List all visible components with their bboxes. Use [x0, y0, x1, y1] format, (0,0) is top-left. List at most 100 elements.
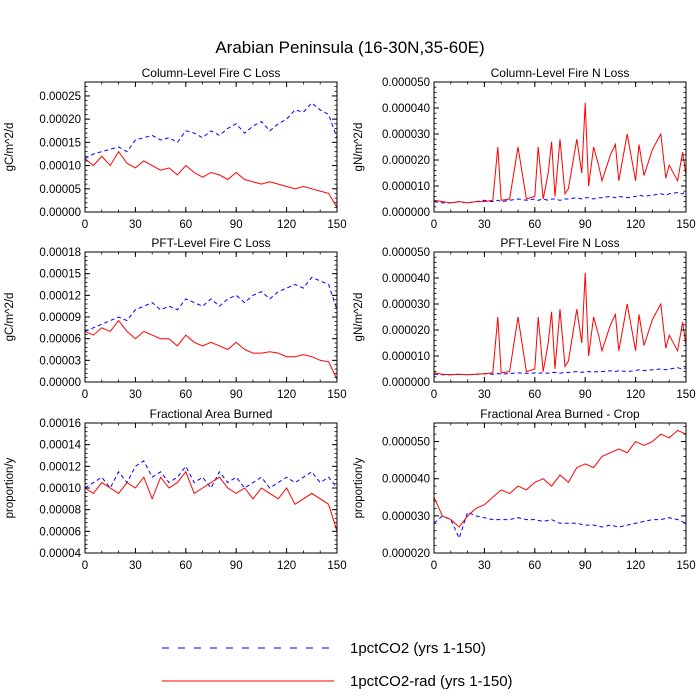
x-tick-label: 150	[327, 560, 346, 572]
y-tick-label: 0.000040	[382, 103, 430, 115]
series-line-1pctco2-yrs-1-150	[433, 190, 687, 204]
y-tick-label: 0.00012	[39, 461, 81, 473]
series-line-1pctco2-rad-yrs-1-150	[433, 429, 687, 528]
x-tick-label: 30	[129, 560, 142, 572]
x-tick-label: 30	[129, 219, 142, 231]
y-tick-label: 0.000020	[382, 325, 430, 337]
y-tick-label: 0.00015	[39, 269, 81, 281]
y-tick-label: 0.000000	[382, 377, 430, 389]
chart-panel-fractional-area-burned-crop: Fractional Area Burned - Crop proportion/…	[353, 407, 696, 572]
panel-title: Fractional Area Burned	[150, 407, 273, 421]
x-tick-label: 120	[277, 389, 296, 401]
x-tick-label: 120	[626, 219, 645, 231]
y-tick-label: 0.00010	[39, 483, 81, 495]
x-tick-label: 150	[327, 389, 346, 401]
chart-panel-pft-level-fire-n-loss: PFT-Level Fire N Loss gN/m^2/d 0 30 60 90 120 1…	[353, 236, 696, 401]
x-tick-label: 120	[626, 560, 645, 572]
series-line-1pctco2-yrs-1-150	[433, 367, 687, 376]
x-tick-label: 60	[528, 219, 541, 231]
y-tick-label: 0.000050	[382, 437, 430, 449]
x-tick-label: 30	[478, 219, 491, 231]
plot-frame	[84, 422, 338, 554]
x-tick-label: 150	[327, 219, 346, 231]
x-tick-label: 60	[179, 219, 192, 231]
x-tick-label: 0	[431, 389, 437, 401]
plot-frame	[84, 251, 338, 383]
y-tick-label: 0.000030	[382, 129, 430, 141]
y-tick-label: 0.00010	[39, 161, 81, 173]
y-tick-label: 0.000010	[382, 351, 430, 363]
panel-title: PFT-Level Fire N Loss	[500, 236, 619, 250]
y-axis-label: proportion/y	[353, 457, 365, 518]
series-line-1pctco2-rad-yrs-1-150	[84, 319, 338, 380]
x-tick-label: 90	[579, 219, 592, 231]
x-tick-label: 0	[82, 560, 88, 572]
y-axis-label: gN/m^2/d	[353, 123, 365, 172]
panel-title: Column-Level Fire C Loss	[142, 66, 281, 80]
y-tick-label: 0.00008	[39, 505, 81, 517]
y-tick-label: 0.00025	[39, 91, 81, 103]
series-line-1pctco2-rad-yrs-1-150	[433, 102, 687, 204]
x-tick-label: 120	[626, 389, 645, 401]
x-tick-label: 0	[82, 219, 88, 231]
panel-title: Column-Level Fire N Loss	[491, 66, 630, 80]
y-tick-label: 0.00000	[39, 377, 81, 389]
x-tick-label: 0	[431, 219, 437, 231]
series-line-1pctco2-rad-yrs-1-150	[84, 150, 338, 208]
y-tick-label: 0.000020	[382, 548, 430, 560]
panel-title: PFT-Level Fire C Loss	[151, 236, 270, 250]
y-tick-label: 0.00009	[39, 312, 81, 324]
series-line-1pctco2-yrs-1-150	[433, 511, 687, 540]
y-tick-label: 0.00018	[39, 247, 81, 259]
y-tick-label: 0.000010	[382, 181, 430, 193]
y-tick-label: 0.00020	[39, 114, 81, 126]
y-tick-label: 0.000030	[382, 511, 430, 523]
plot-frame	[84, 81, 338, 213]
x-tick-label: 150	[676, 219, 695, 231]
x-tick-label: 90	[230, 219, 243, 231]
x-tick-label: 90	[230, 560, 243, 572]
y-tick-label: 0.00015	[39, 137, 81, 149]
y-tick-label: 0.000040	[382, 273, 430, 285]
y-tick-label: 0.000040	[382, 474, 430, 486]
x-tick-label: 150	[676, 389, 695, 401]
x-tick-label: 0	[82, 389, 88, 401]
x-tick-label: 90	[579, 560, 592, 572]
y-tick-label: 0.00000	[39, 207, 81, 219]
series-line-1pctco2-yrs-1-150	[84, 102, 338, 160]
x-tick-label: 150	[676, 560, 695, 572]
y-tick-label: 0.000050	[382, 77, 430, 89]
x-tick-label: 120	[277, 219, 296, 231]
legend-label-1pctco2: 1pctCO2 (yrs 1-150)	[350, 640, 486, 657]
plot-frame	[433, 422, 687, 554]
x-tick-label: 60	[528, 389, 541, 401]
x-tick-label: 60	[179, 389, 192, 401]
y-tick-label: 0.000030	[382, 299, 430, 311]
plot-frame	[433, 81, 687, 213]
chart-panel-column-level-fire-n-loss: Column-Level Fire N Loss gN/m^2/d 0 30 60 90 1…	[353, 66, 696, 231]
y-tick-label: 0.000000	[382, 207, 430, 219]
y-tick-label: 0.00012	[39, 290, 81, 302]
chart-panel-fractional-area-burned: Fractional Area Burned proportion/y 0 30 60 9…	[4, 407, 347, 572]
y-tick-label: 0.00006	[39, 334, 81, 346]
x-tick-label: 0	[431, 560, 437, 572]
y-tick-label: 0.000020	[382, 155, 430, 167]
x-tick-label: 60	[179, 560, 192, 572]
series-line-1pctco2-rad-yrs-1-150	[84, 470, 338, 532]
x-tick-label: 30	[478, 560, 491, 572]
y-tick-label: 0.00003	[39, 355, 81, 367]
legend: 1pctCO2 (yrs 1-150) 1pctCO2-rad (yrs 1-1…	[162, 640, 513, 690]
x-tick-label: 120	[277, 560, 296, 572]
y-axis-label: gN/m^2/d	[353, 293, 365, 342]
figure-title: Arabian Peninsula (16-30N,35-60E)	[215, 38, 484, 57]
y-tick-label: 0.00016	[39, 418, 81, 430]
y-axis-label: gC/m^2/d	[4, 123, 16, 172]
x-tick-label: 90	[230, 389, 243, 401]
x-tick-label: 60	[528, 560, 541, 572]
x-tick-label: 90	[579, 389, 592, 401]
panel-title: Fractional Area Burned - Crop	[480, 407, 640, 421]
y-tick-label: 0.00006	[39, 526, 81, 538]
x-tick-label: 30	[129, 389, 142, 401]
plot-frame	[433, 251, 687, 383]
